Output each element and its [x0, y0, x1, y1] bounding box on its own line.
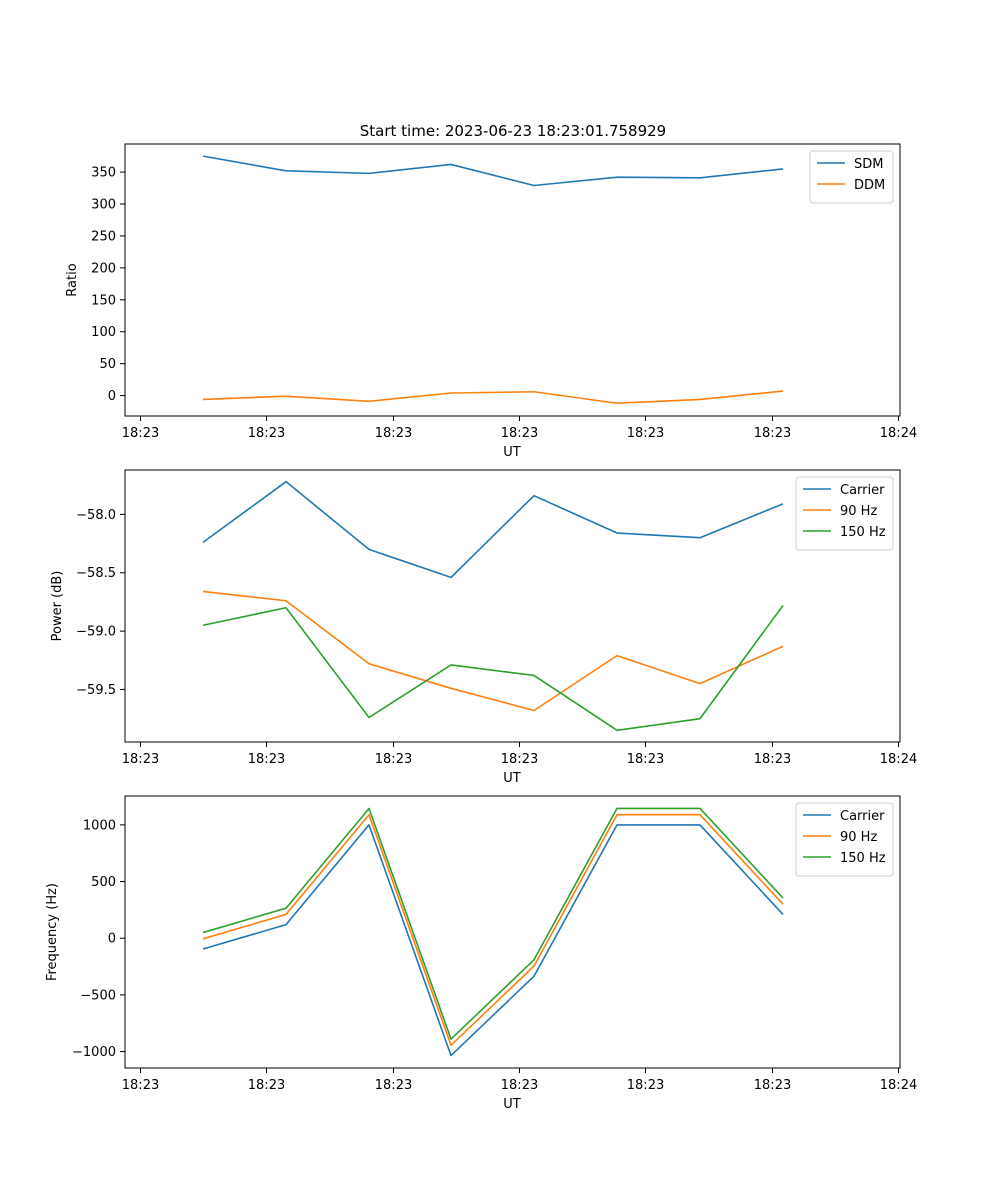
y-axis-label: Ratio — [65, 263, 80, 296]
y-tick-label: −1000 — [72, 1045, 116, 1060]
y-tick-label: 250 — [91, 229, 116, 244]
axes-frame — [124, 795, 901, 1069]
x-tick-label: 18:23 — [122, 1078, 159, 1093]
x-tick-label: 18:23 — [248, 426, 285, 441]
x-tick-label: 18:23 — [754, 752, 791, 767]
series-line-carrier — [202, 824, 784, 1057]
y-axis-label: Power (dB) — [50, 571, 65, 642]
x-tick-label: 18:23 — [627, 1078, 664, 1093]
y-tick-label: 500 — [91, 875, 116, 890]
y-tick-label: 300 — [91, 198, 116, 213]
y-tick-label: 150 — [91, 293, 116, 308]
y-tick-label: 0 — [108, 932, 116, 947]
series-line-90-hz — [202, 813, 784, 1047]
x-axis-label: UT — [503, 1097, 521, 1112]
subplot-3: 18:23 18:23 18:23 18:23 18:23 18:23 18:24 UT 100… — [45, 795, 917, 1112]
series-line-90-hz — [202, 590, 784, 712]
x-tick-label: 18:23 — [375, 1078, 412, 1093]
x-tick-label: 18:23 — [754, 1078, 791, 1093]
figure-title: Start time: 2023-06-23 18:23:01.758929 — [360, 122, 666, 140]
series-line-ddm — [202, 390, 784, 405]
axes-frame — [124, 143, 901, 417]
x-tick-label: 18:23 — [248, 1078, 285, 1093]
y-tick-label: 1000 — [83, 818, 116, 833]
legend-label: 90 Hz — [840, 504, 877, 519]
y-tick-label: −59.0 — [76, 625, 116, 640]
x-tick-label: 18:23 — [248, 752, 285, 767]
series-line-sdm — [202, 155, 784, 187]
subplot-2: 18:23 18:23 18:23 18:23 18:23 18:23 18:24 UT −58… — [50, 469, 917, 786]
legend-label: 90 Hz — [840, 830, 877, 845]
legend-label: DDM — [854, 178, 885, 193]
y-tick-label: 200 — [91, 261, 116, 276]
legend-label: Carrier — [840, 483, 885, 498]
x-tick-label: 18:24 — [880, 426, 917, 441]
axes-frame — [124, 469, 901, 743]
legend: Carrier 90 Hz 150 Hz — [795, 802, 894, 877]
y-tick-label: 350 — [91, 166, 116, 181]
y-tick-label: −500 — [80, 988, 116, 1003]
x-tick-label: 18:23 — [122, 752, 159, 767]
series-line-150-hz — [202, 604, 784, 732]
legend-label: 150 Hz — [840, 851, 886, 866]
legend: SDM DDM — [809, 150, 894, 204]
legend-label: Carrier — [840, 809, 885, 824]
x-tick-label: 18:23 — [375, 752, 412, 767]
y-tick-label: 100 — [91, 325, 116, 340]
x-tick-label: 18:23 — [754, 426, 791, 441]
legend-label: 150 Hz — [840, 525, 886, 540]
y-tick-label: −59.5 — [76, 683, 116, 698]
x-tick-label: 18:23 — [627, 752, 664, 767]
x-tick-label: 18:23 — [122, 426, 159, 441]
y-axis-label: Frequency (Hz) — [45, 883, 60, 981]
x-axis-label: UT — [503, 445, 521, 460]
y-tick-label: −58.0 — [76, 508, 116, 523]
x-axis-label: UT — [503, 771, 521, 786]
y-tick-label: 0 — [108, 389, 116, 404]
subplot-1: 18:23 18:23 18:23 18:23 18:23 18:23 18:24 UT 0 50… — [65, 143, 917, 460]
legend-box — [809, 150, 894, 204]
legend-label: SDM — [854, 157, 883, 172]
y-tick-label: 50 — [99, 357, 116, 372]
x-tick-label: 18:23 — [627, 426, 664, 441]
x-tick-label: 18:23 — [501, 426, 538, 441]
y-tick-label: −58.5 — [76, 566, 116, 581]
legend: Carrier 90 Hz 150 Hz — [795, 476, 894, 551]
x-tick-label: 18:23 — [501, 1078, 538, 1093]
x-tick-label: 18:24 — [880, 752, 917, 767]
series-line-150-hz — [202, 807, 784, 1040]
x-tick-label: 18:23 — [501, 752, 538, 767]
x-tick-label: 18:23 — [375, 426, 412, 441]
x-tick-label: 18:24 — [880, 1078, 917, 1093]
series-line-carrier — [202, 480, 784, 579]
